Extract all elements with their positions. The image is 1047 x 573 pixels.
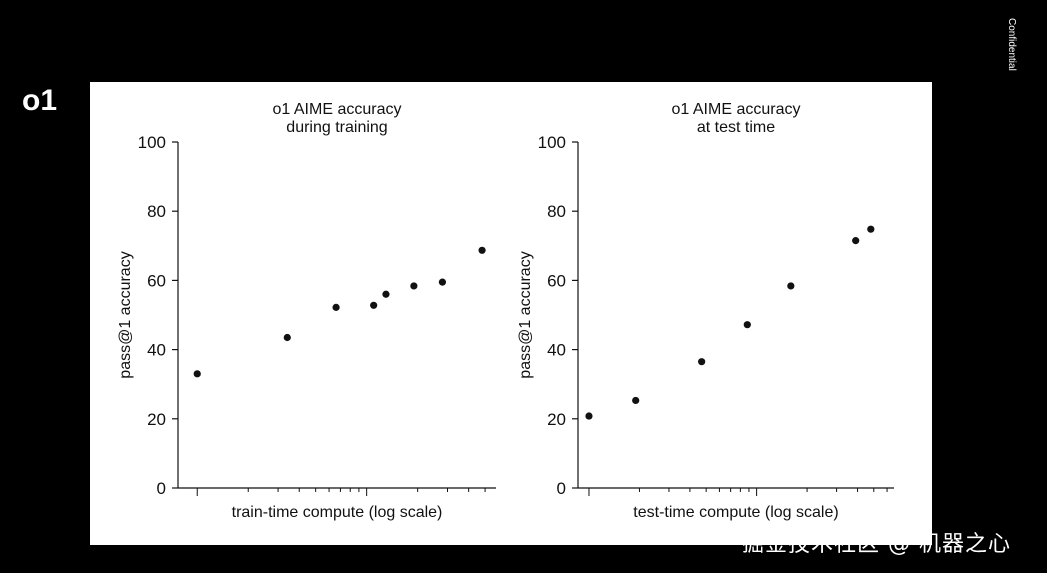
chart2-y-tick-label: 100 — [538, 133, 566, 152]
chart2-x-axis-label: test-time compute (log scale) — [633, 504, 838, 521]
chart2-y-tick-label: 60 — [547, 271, 566, 290]
chart2-y-tick-label: 0 — [557, 479, 566, 498]
chart1-y-tick-label: 100 — [138, 133, 166, 152]
chart2-y-tick-label: 80 — [547, 202, 566, 221]
chart1-data-point — [283, 333, 291, 342]
chart2-data-point — [743, 321, 751, 329]
chart2-data-point — [787, 282, 795, 290]
chart1-data-point — [410, 282, 418, 290]
chart1-y-axis-label: pass@1 accuracy — [117, 251, 134, 378]
watermark: 掘金技术社区 @ 机器之心 — [742, 532, 1011, 557]
chart1-x-axis-label: train-time compute (log scale) — [232, 504, 443, 521]
chart1-y-tick-label: 60 — [147, 271, 166, 290]
chart2-data-point — [585, 412, 593, 420]
chart1-y-tick-label: 20 — [147, 410, 166, 429]
chart1-y-tick-label: 40 — [147, 341, 166, 360]
slide-label: o1 — [22, 84, 58, 117]
chart2-title-line: at test time — [697, 119, 775, 136]
chart2-data-point — [852, 237, 860, 245]
chart1-data-point — [332, 303, 340, 311]
chart2-data-point — [867, 225, 875, 233]
chart2-data-point — [698, 358, 706, 366]
confidential-label: Confidential — [1006, 18, 1017, 71]
chart2-y-tick-label: 40 — [547, 341, 566, 360]
chart-panel: o1 AIME accuracy during training 0 20 40 60 80… — [90, 82, 932, 545]
chart1-title-line: o1 AIME accuracy — [273, 101, 402, 118]
chart1-title-line: during training — [286, 119, 387, 136]
chart2-title-line: o1 AIME accuracy — [672, 101, 801, 118]
chart2-data-point — [632, 396, 640, 405]
chart2-y-tick-label: 20 — [547, 410, 566, 429]
chart1-data-point — [478, 246, 486, 254]
chart1-y-tick-label: 80 — [147, 202, 166, 221]
chart1-data-point — [370, 301, 378, 309]
chart1-data-point — [438, 278, 447, 286]
chart1-data-point — [382, 290, 390, 298]
chart1-y-tick-label: 0 — [157, 479, 166, 498]
chart1-data-point — [193, 370, 201, 378]
chart2-y-axis-label: pass@1 accuracy — [517, 251, 534, 378]
